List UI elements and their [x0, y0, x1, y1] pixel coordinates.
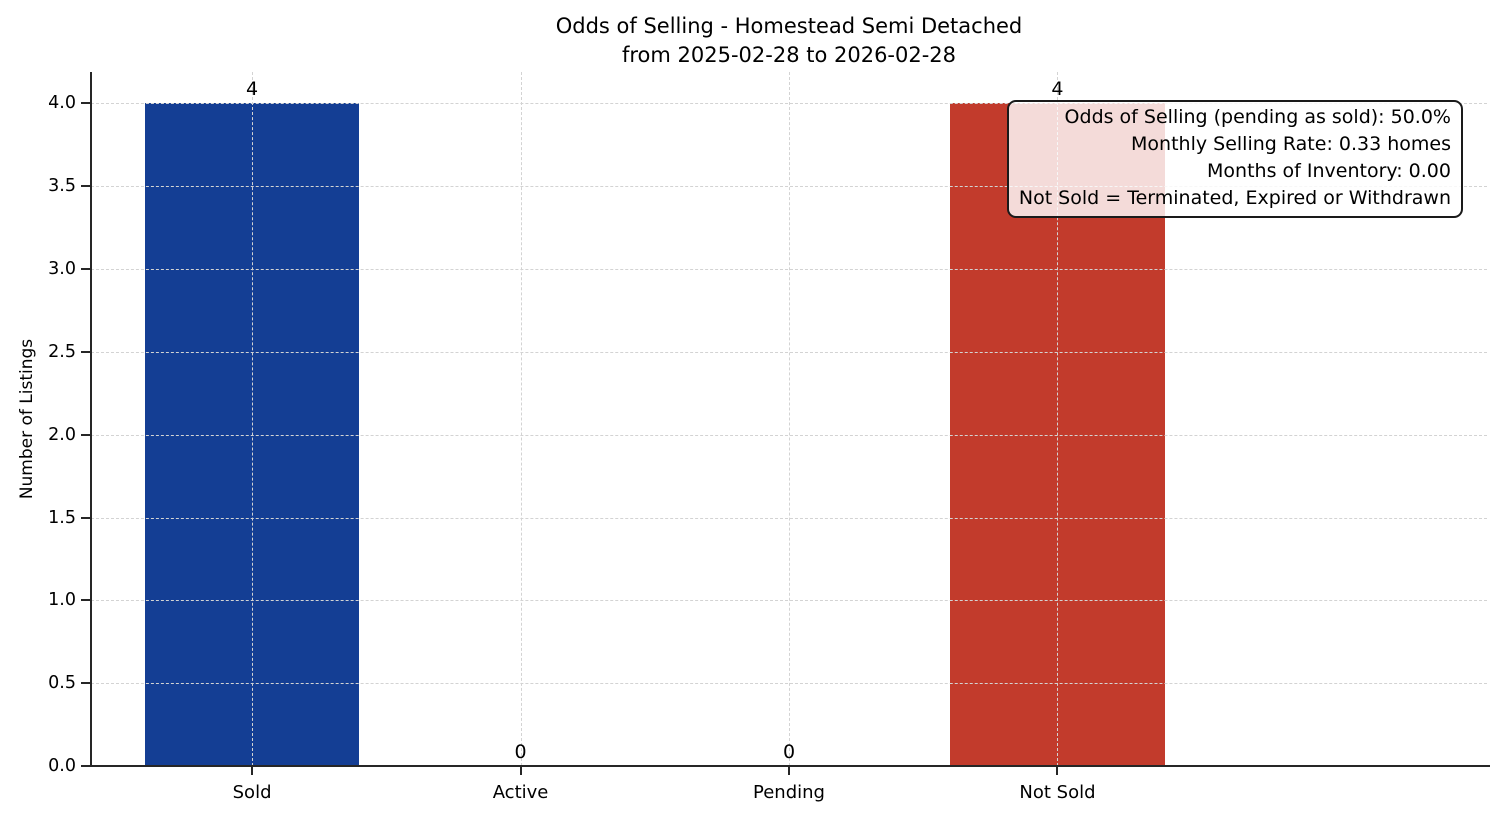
y-axis-tick — [81, 516, 90, 519]
y-axis-tick — [81, 268, 90, 271]
y-tick-label: 4.0 — [48, 93, 76, 114]
annotation-box: Odds of Selling (pending as sold): 50.0%… — [1006, 100, 1463, 218]
bar-value-label-active: 0 — [514, 741, 527, 763]
plot-area: Odds of Selling (pending as sold): 50.0%… — [48, 72, 1490, 803]
annotation-line-notsold-def: Not Sold = Terminated, Expired or Withdr… — [1018, 187, 1451, 209]
x-axis-spine — [88, 765, 1490, 767]
x-axis-tick — [1056, 767, 1059, 775]
y-tick-label: 2.5 — [48, 341, 76, 362]
y-axis-tick — [81, 433, 90, 436]
bar-value-label-pending: 0 — [782, 741, 796, 763]
annotation-line-rate: Monthly Selling Rate: 0.33 homes — [1131, 133, 1451, 155]
annotation-line-odds: Odds of Selling (pending as sold): 50.0% — [1064, 106, 1451, 128]
x-axis-tick — [251, 767, 254, 775]
y-axis-tick — [81, 350, 90, 353]
y-tick-label: 3.0 — [48, 259, 76, 280]
y-tick-label: 2.0 — [48, 424, 76, 445]
bar-value-label-sold: 4 — [246, 78, 259, 101]
y-tick-label: 1.0 — [48, 590, 76, 611]
gridline-vertical — [789, 72, 790, 766]
chart-subtitle: from 2025-02-28 to 2026-02-28 — [621, 43, 957, 67]
y-axis-spine — [90, 72, 92, 767]
x-axis-tick — [519, 767, 522, 775]
x-tick-label-active: Active — [492, 782, 549, 803]
y-tick-label: 0.5 — [48, 673, 76, 694]
x-axis-tick — [788, 767, 790, 775]
y-axis-label: Number of Listings — [17, 338, 37, 500]
y-axis-tick — [81, 102, 90, 105]
y-tick-label: 3.5 — [48, 176, 76, 197]
y-axis-tick — [81, 765, 90, 767]
y-axis-tick — [81, 682, 90, 685]
annotation-line-inventory: Months of Inventory: 0.00 — [1207, 160, 1451, 182]
x-tick-label-not-sold: Not Sold — [1019, 782, 1096, 803]
y-tick-label: 0.0 — [48, 756, 76, 776]
bar-value-label-not-sold: 4 — [1051, 78, 1064, 101]
y-axis-tick — [81, 599, 90, 602]
y-tick-label: 1.5 — [48, 507, 76, 528]
gridline-vertical — [520, 72, 522, 766]
x-tick-label-sold: Sold — [232, 782, 272, 803]
gridline-vertical — [252, 72, 254, 766]
gridline-vertical — [1057, 72, 1059, 766]
chart-title: Odds of Selling - Homestead Semi Detache… — [555, 14, 1023, 38]
y-axis-tick — [81, 185, 90, 188]
x-tick-label-pending: Pending — [753, 782, 825, 803]
